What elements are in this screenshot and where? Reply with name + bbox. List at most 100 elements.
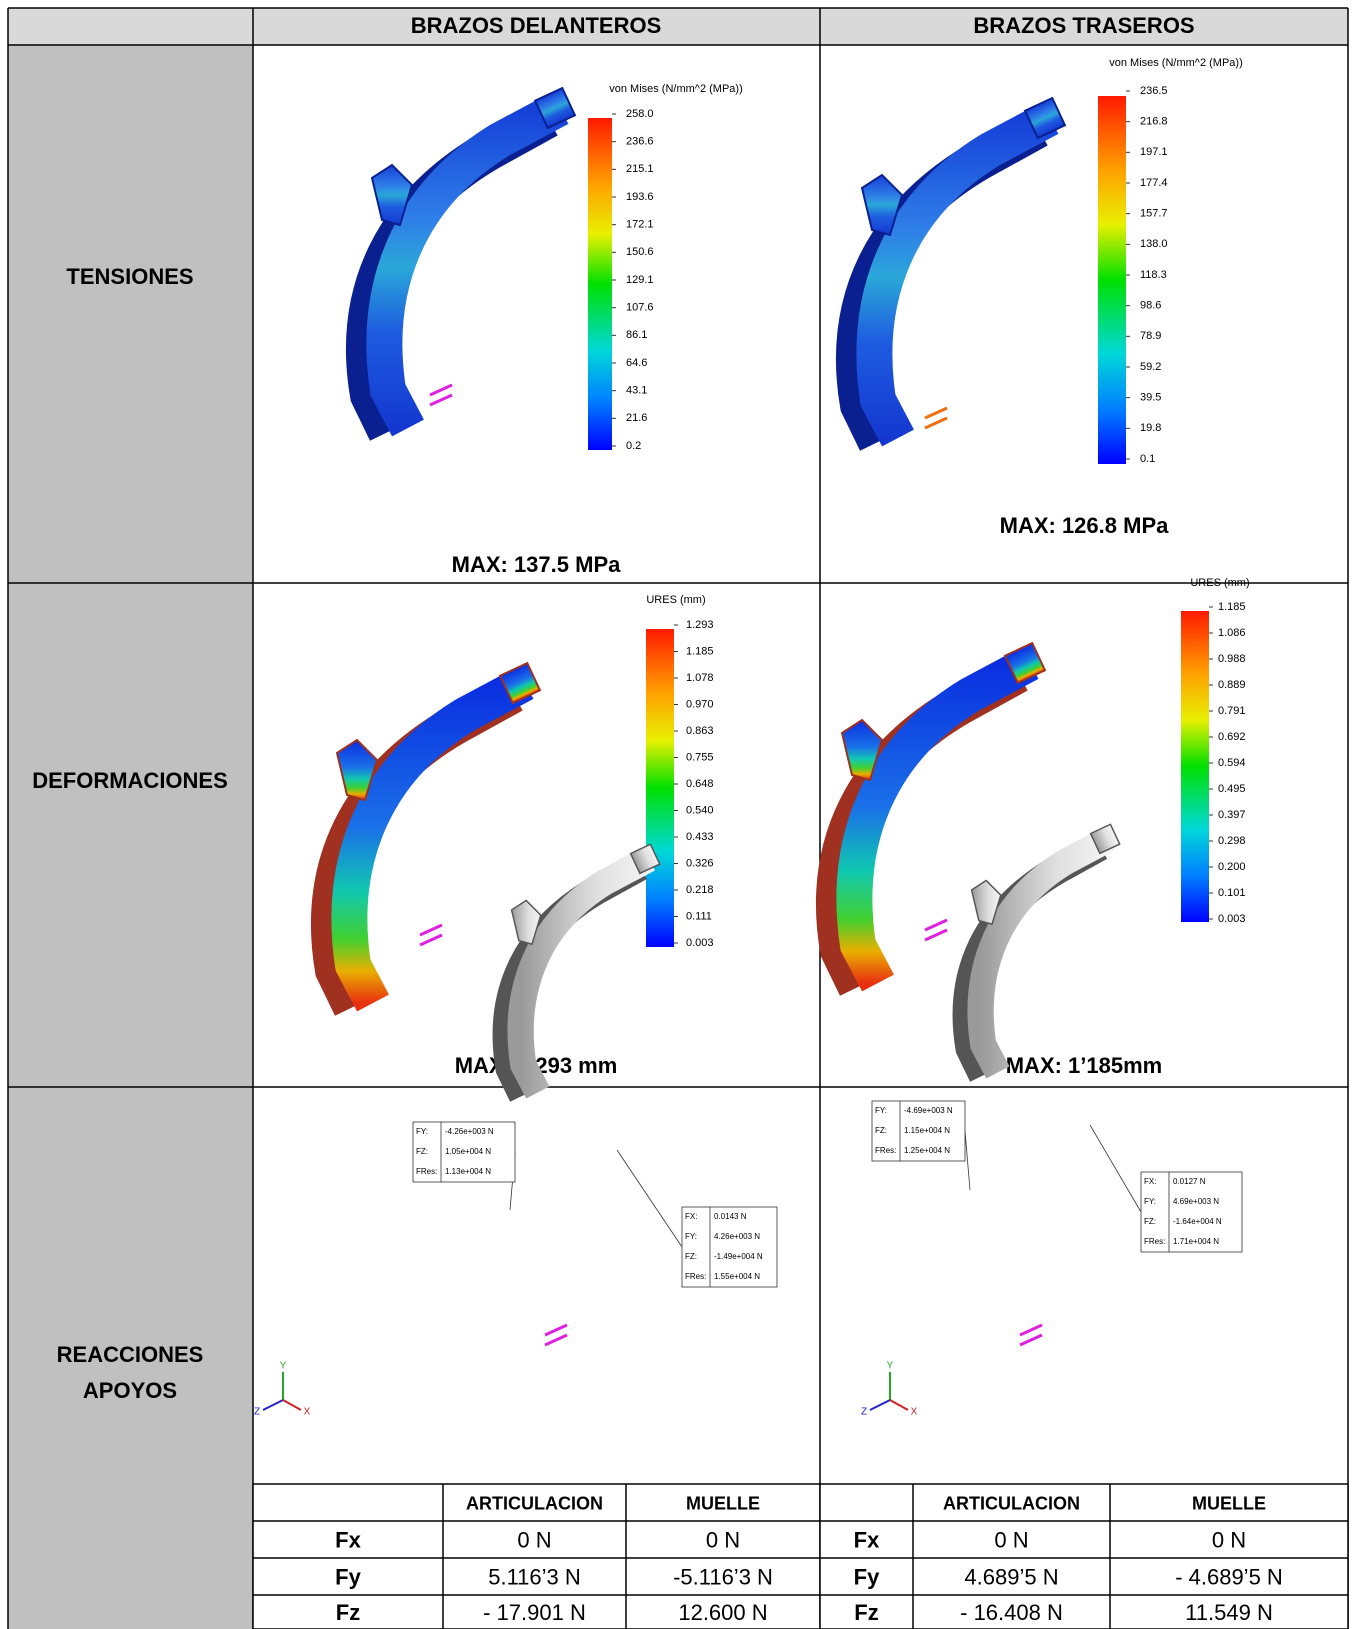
- legend-label: 1.078: [686, 672, 714, 684]
- legend-label: 138.0: [1140, 238, 1168, 250]
- table-cell: 0 N: [517, 1527, 551, 1552]
- legend-title: URES (mm): [646, 594, 705, 606]
- callout-text: 4.69e+003 N: [1173, 1197, 1219, 1206]
- max-value: MAX: 137.5 MPa: [452, 552, 621, 577]
- legend-label: 59.2: [1140, 361, 1161, 373]
- table-cell: - 16.408 N: [960, 1600, 1063, 1625]
- legend-label: 0.540: [686, 804, 714, 816]
- callout-text: FX:: [685, 1212, 697, 1221]
- callout-text: -4.26e+003 N: [445, 1127, 494, 1136]
- table-cell: 11.549 N: [1185, 1600, 1273, 1625]
- legend-label: 0.863: [686, 725, 714, 737]
- legend-title: von Mises (N/mm^2 (MPa)): [1109, 57, 1243, 69]
- legend-label: 19.8: [1140, 422, 1161, 434]
- table-cell: -5.116’3 N: [673, 1564, 773, 1589]
- table-cell: 4.689’5 N: [964, 1564, 1058, 1589]
- callout-text: FRes:: [1144, 1237, 1165, 1246]
- legend-label: 177.4: [1140, 177, 1168, 189]
- legend-label: 0.648: [686, 778, 714, 790]
- table-cell: Fx: [335, 1527, 361, 1552]
- legend-label: 0.1: [1140, 453, 1155, 465]
- callout-text: FRes:: [685, 1272, 706, 1281]
- legend-label: 21.6: [626, 412, 647, 424]
- table-cell: Fx: [854, 1527, 880, 1552]
- table-cell: Fz: [854, 1600, 878, 1625]
- legend-label: 0.692: [1218, 731, 1246, 743]
- callout-text: FRes:: [416, 1167, 437, 1176]
- table-cell: Fz: [336, 1600, 360, 1625]
- legend-label: 157.7: [1140, 208, 1168, 220]
- legend-label: 193.6: [626, 191, 654, 203]
- max-value: MAX: 126.8 MPa: [1000, 513, 1169, 538]
- legend-label: 0.2: [626, 440, 641, 452]
- legend-label: 0.101: [1218, 887, 1246, 899]
- axis-label: Y: [887, 1361, 894, 1372]
- table-header: ARTICULACION: [943, 1493, 1080, 1513]
- callout-text: FRes:: [875, 1146, 896, 1155]
- legend-label: 1.086: [1218, 627, 1246, 639]
- callout-text: -1.49e+004 N: [714, 1252, 763, 1261]
- callout-text: 1.05e+004 N: [445, 1147, 491, 1156]
- legend-label: 0.755: [686, 751, 714, 763]
- callout-text: -4.69e+003 N: [904, 1106, 953, 1115]
- row-label: APOYOS: [83, 1378, 177, 1403]
- legend-label: 0.791: [1218, 705, 1246, 717]
- legend-label: 236.6: [626, 136, 654, 148]
- legend-bar: [1181, 611, 1209, 922]
- legend-label: 0.111: [686, 910, 712, 922]
- legend-label: 86.1: [626, 329, 647, 341]
- callout-text: 4.26e+003 N: [714, 1232, 760, 1241]
- legend-label: 172.1: [626, 219, 654, 231]
- legend-label: 1.293: [686, 619, 714, 631]
- row-label: REACCIONES: [57, 1342, 204, 1367]
- legend-title: von Mises (N/mm^2 (MPa)): [609, 83, 743, 95]
- table-cell: - 17.901 N: [483, 1600, 586, 1625]
- axis-label: X: [304, 1407, 311, 1418]
- max-value: MAX: 1’185mm: [1006, 1053, 1163, 1078]
- legend-label: 118.3: [1140, 269, 1167, 281]
- table-header: MUELLE: [686, 1493, 760, 1513]
- callout-text: FY:: [416, 1127, 428, 1136]
- table-header: ARTICULACION: [466, 1493, 603, 1513]
- table-cell: 0 N: [994, 1527, 1028, 1552]
- document: BRAZOS DELANTEROSBRAZOS TRASEROSTENSIONE…: [0, 0, 1354, 1629]
- table-cell: Fy: [335, 1564, 361, 1589]
- legend-label: 0.970: [686, 698, 714, 710]
- table-cell: 12.600 N: [678, 1600, 767, 1625]
- axis-label: Z: [861, 1407, 867, 1418]
- column-header: BRAZOS TRASEROS: [973, 13, 1194, 38]
- legend-label: 39.5: [1140, 392, 1161, 404]
- legend-label: 215.1: [626, 163, 654, 175]
- callout-text: 1.25e+004 N: [904, 1146, 950, 1155]
- callout-text: -1.64e+004 N: [1173, 1217, 1222, 1226]
- legend-label: 0.218: [686, 884, 714, 896]
- legend-label: 43.1: [626, 385, 647, 397]
- legend-label: 0.397: [1218, 809, 1246, 821]
- legend-bar: [646, 629, 674, 947]
- legend-label: 129.1: [626, 274, 654, 286]
- callout-text: 0.0127 N: [1173, 1177, 1206, 1186]
- row-label: TENSIONES: [66, 264, 193, 289]
- legend-label: 0.594: [1218, 757, 1246, 769]
- table-cell: Fy: [854, 1564, 880, 1589]
- legend-bar: [588, 118, 612, 450]
- legend-label: 0.988: [1218, 653, 1246, 665]
- legend-bar: [1098, 96, 1126, 464]
- callout-text: FX:: [1144, 1177, 1156, 1186]
- callout-text: FZ:: [685, 1252, 697, 1261]
- legend-label: 258.0: [626, 108, 654, 120]
- legend-label: 0.495: [1218, 783, 1246, 795]
- legend-label: 78.9: [1140, 330, 1161, 342]
- callout-text: FZ:: [1144, 1217, 1156, 1226]
- legend-label: 0.003: [1218, 913, 1246, 925]
- legend-label: 0.298: [1218, 835, 1246, 847]
- legend-label: 0.433: [686, 831, 714, 843]
- callout-text: FY:: [875, 1106, 887, 1115]
- table-cell: - 4.689’5 N: [1175, 1564, 1283, 1589]
- legend-label: 0.200: [1218, 861, 1246, 873]
- callout-text: 1.13e+004 N: [445, 1167, 491, 1176]
- callout-text: FZ:: [875, 1126, 887, 1135]
- callout-text: 0.0143 N: [714, 1212, 747, 1221]
- table-cell: 0 N: [1212, 1527, 1246, 1552]
- page: BRAZOS DELANTEROSBRAZOS TRASEROSTENSIONE…: [0, 0, 1354, 1629]
